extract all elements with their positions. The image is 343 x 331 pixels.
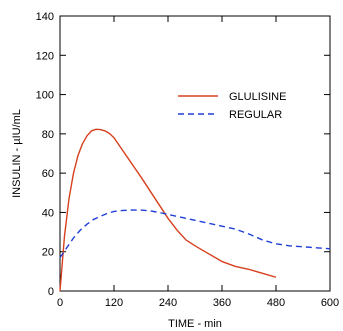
y-tick-label: 80 — [42, 129, 54, 141]
y-tick-label: 0 — [48, 286, 54, 298]
axes — [59, 15, 331, 292]
series-line-glulisine — [59, 128, 277, 292]
x-tick-label: 240 — [159, 297, 177, 309]
x-tick-label: 360 — [213, 297, 231, 309]
y-tick-label: 140 — [36, 11, 54, 23]
plot-frame — [59, 15, 331, 292]
x-axis-title: TIME - min — [168, 318, 222, 330]
x-tick-label: 0 — [57, 297, 63, 309]
y-tick-label: 120 — [36, 50, 54, 62]
y-tick-label: 40 — [42, 207, 54, 219]
y-tick-label: 20 — [42, 247, 54, 259]
y-tick-label: 100 — [36, 90, 54, 102]
x-tick-label: 120 — [105, 297, 123, 309]
legend-label-regular: REGULAR — [229, 109, 282, 121]
ticks: 0 120 240 360 480 600 0 20 40 60 80 100 120 140 — [36, 11, 340, 309]
series-lines — [59, 128, 331, 292]
x-tick-label: 600 — [321, 297, 339, 309]
legend-label-glulisine: GLULISINE — [229, 91, 286, 103]
y-axis-title: INSULIN - µIU/mL — [11, 109, 23, 198]
series-line-regular — [59, 209, 331, 259]
legend: GLULISINE REGULAR — [178, 91, 286, 121]
y-tick-label: 60 — [42, 168, 54, 180]
x-tick-label: 480 — [267, 297, 285, 309]
